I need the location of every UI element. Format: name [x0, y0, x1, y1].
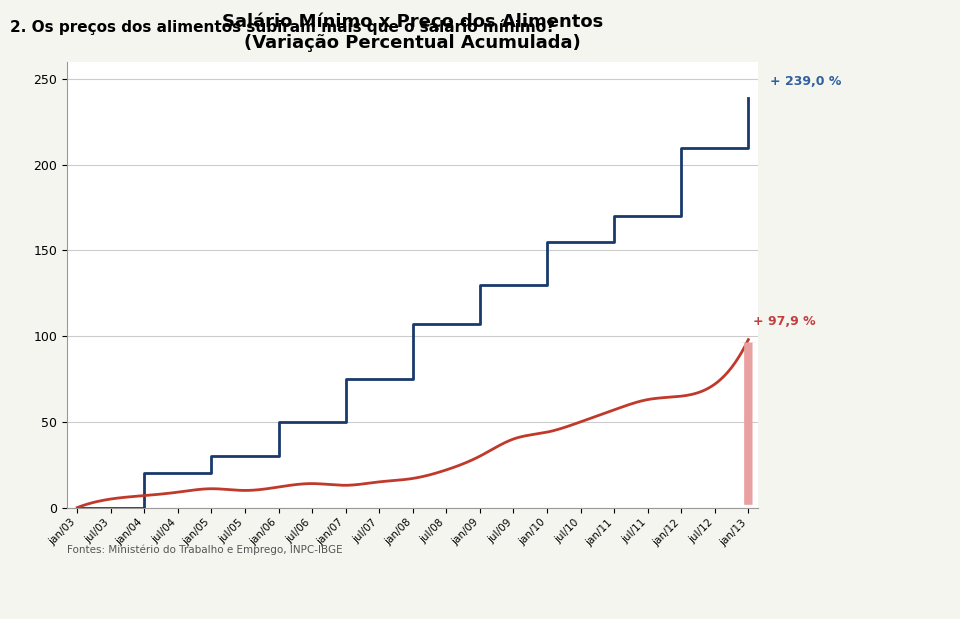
Salário Mínimo [676, 144, 687, 151]
Salário Mínimo [541, 238, 553, 246]
Alimentos e Bebidas [153, 491, 164, 498]
Alimentos e Bebidas [71, 504, 83, 511]
Salário Mínimo [474, 281, 486, 288]
Salário Mínimo [273, 452, 284, 460]
Salário Mínimo [205, 452, 217, 460]
Salário Mínimo [609, 212, 620, 220]
Alimentos e Bebidas [560, 423, 571, 431]
Alimentos e Bebidas [290, 481, 301, 488]
Alimentos e Bebidas [493, 442, 505, 449]
Salário Mínimo [676, 212, 687, 220]
Alimentos e Bebidas [337, 482, 348, 489]
Salário Mínimo [407, 375, 419, 383]
Text: 2. Os preços dos alimentos subiram mais que o salário mínimo?: 2. Os preços dos alimentos subiram mais … [10, 19, 555, 35]
Salário Mínimo [138, 504, 150, 511]
Salário Mínimo [474, 281, 486, 288]
Salário Mínimo [474, 321, 486, 328]
Salário Mínimo [609, 212, 620, 220]
Text: + 97,9 %: + 97,9 % [754, 314, 816, 327]
Salário Mínimo [138, 470, 150, 477]
Text: Fontes: Ministério do Trabalho e Emprego, INPC-IBGE: Fontes: Ministério do Trabalho e Emprego… [67, 545, 343, 555]
Alimentos e Bebidas [743, 336, 755, 344]
Salário Mínimo [407, 321, 419, 328]
Salário Mínimo [407, 321, 419, 328]
Salário Mínimo [743, 94, 755, 102]
Salário Mínimo [273, 418, 284, 426]
Salário Mínimo [541, 238, 553, 246]
Line: Alimentos e Bebidas: Alimentos e Bebidas [77, 340, 749, 508]
Salário Mínimo [205, 452, 217, 460]
Salário Mínimo [340, 375, 351, 383]
Salário Mínimo [71, 504, 83, 511]
Salário Mínimo [340, 375, 351, 383]
Salário Mínimo [273, 418, 284, 426]
Line: Salário Mínimo: Salário Mínimo [77, 98, 749, 508]
Text: + 239,0 %: + 239,0 % [770, 75, 842, 88]
Title: Salário Mínimo x Preço dos Alimentos
(Variação Percentual Acumulada): Salário Mínimo x Preço dos Alimentos (Va… [222, 13, 604, 52]
Salário Mínimo [340, 418, 351, 426]
Salário Mínimo [743, 94, 755, 102]
Alimentos e Bebidas [556, 425, 567, 432]
Salário Mínimo [743, 144, 755, 151]
Salário Mínimo [205, 470, 217, 477]
Salário Mínimo [609, 238, 620, 246]
Salário Mínimo [676, 144, 687, 151]
Salário Mínimo [541, 281, 553, 288]
Salário Mínimo [138, 470, 150, 477]
